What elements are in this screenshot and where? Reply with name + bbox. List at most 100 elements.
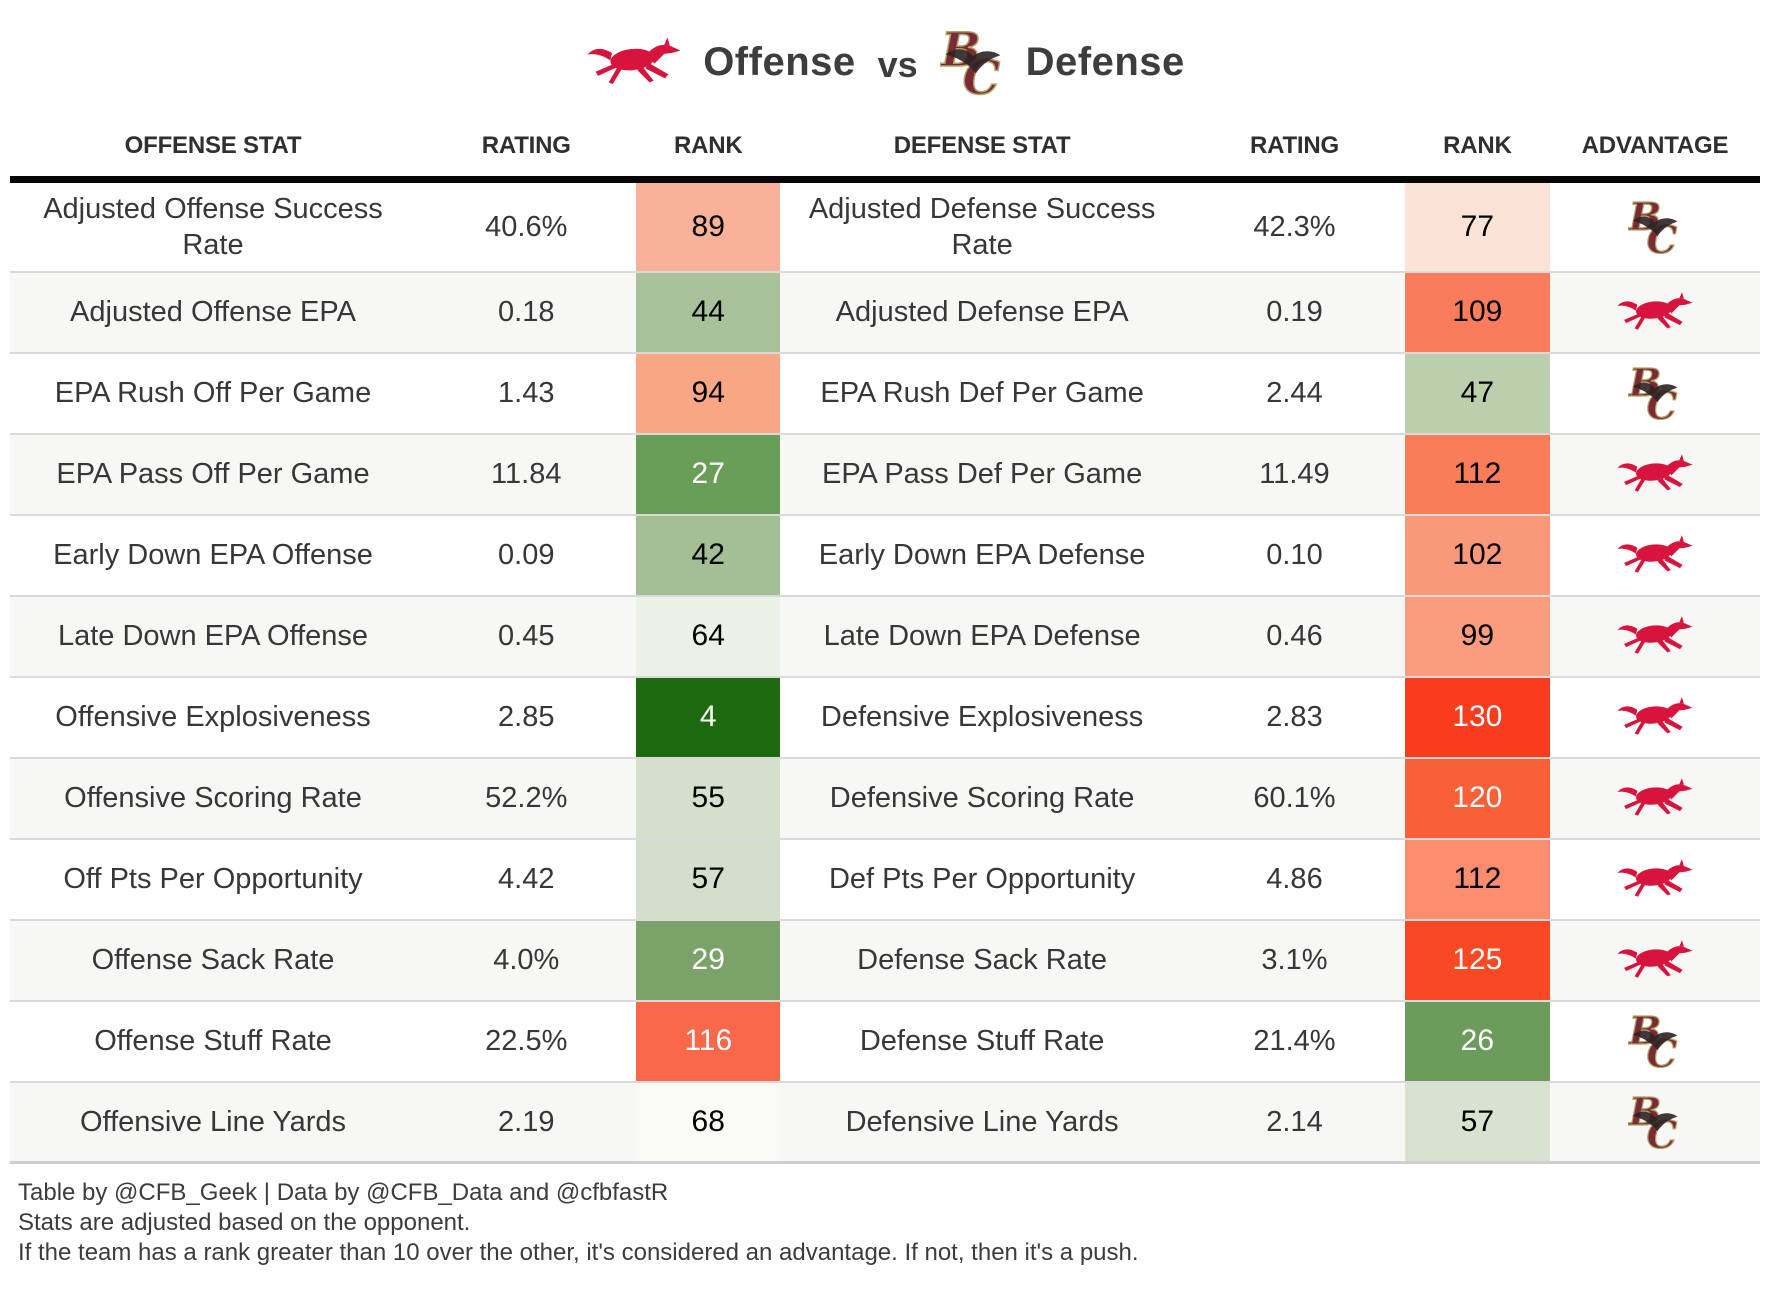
offense-stat-cell: Late Down EPA Offense xyxy=(10,594,416,677)
advantage-cell xyxy=(1549,999,1760,1082)
defense-rating-cell: 0.10 xyxy=(1184,513,1405,596)
offense-stat-cell: Offensive Line Yards xyxy=(10,1080,416,1164)
offense-rank-cell: 64 xyxy=(636,594,780,677)
advantage-cell xyxy=(1549,756,1760,839)
defense-rating-cell: 3.1% xyxy=(1184,918,1405,1001)
offense-rating-cell: 0.09 xyxy=(416,513,637,596)
defense-stat-cell: EPA Rush Def Per Game xyxy=(779,351,1185,434)
offense-stat-cell: Offensive Explosiveness xyxy=(10,675,416,758)
header-defense-rating: RATING xyxy=(1184,118,1405,183)
offense-rating-cell: 4.0% xyxy=(416,918,637,1001)
advantage-cell xyxy=(1549,351,1760,434)
smu-mustang-icon xyxy=(1614,937,1696,983)
defense-rank-cell: 109 xyxy=(1404,270,1550,353)
smu-mustang-icon xyxy=(585,33,683,91)
offense-rank-cell: 57 xyxy=(636,837,780,920)
offense-rank-cell: 94 xyxy=(636,351,780,434)
header-defense-rank: RANK xyxy=(1404,118,1550,183)
footnote-adjusted-note: Stats are adjusted based on the opponent… xyxy=(18,1209,471,1236)
advantage-cell xyxy=(1549,675,1760,758)
table-body: Adjusted Offense Success Rate 40.6% 89 Adju… xyxy=(10,179,1760,1164)
defense-rank-cell: 57 xyxy=(1404,1080,1550,1164)
smu-mustang-icon xyxy=(1614,856,1696,902)
offense-rating-cell: 52.2% xyxy=(416,756,637,839)
offense-rating-cell: 2.19 xyxy=(416,1080,637,1164)
advantage-cell xyxy=(1549,918,1760,1001)
table-header: OFFENSE STAT RATING RANK DEFENSE STAT RA… xyxy=(10,118,1760,183)
advantage-cell xyxy=(1549,432,1760,515)
defense-stat-cell: Def Pts Per Opportunity xyxy=(779,837,1185,920)
defense-rank-cell: 112 xyxy=(1404,432,1550,515)
offense-stat-cell: EPA Rush Off Per Game xyxy=(10,351,416,434)
defense-rating-cell: 2.14 xyxy=(1184,1080,1405,1164)
defense-stat-cell: Defensive Explosiveness xyxy=(779,675,1185,758)
header-defense-stat: DEFENSE STAT xyxy=(779,118,1185,183)
offense-stat-cell: Adjusted Offense EPA xyxy=(10,270,416,353)
offense-rating-cell: 40.6% xyxy=(485,210,568,243)
offense-rank-cell: 89 xyxy=(636,179,780,272)
defense-rating-cell: 2.83 xyxy=(1184,675,1405,758)
offense-stat-cell: Offense Stuff Rate xyxy=(10,999,416,1082)
smu-mustang-icon xyxy=(1614,532,1696,578)
table-row: Offense Sack Rate 4.0% 29 Defense Sack Rate… xyxy=(10,918,1760,1001)
defense-rating-cell: 42.3% xyxy=(1253,210,1336,243)
offense-rating-cell: 2.85 xyxy=(416,675,637,758)
advantage-cell xyxy=(1549,513,1760,596)
smu-mustang-icon xyxy=(1614,451,1696,497)
bc-eagle-icon xyxy=(1628,1091,1682,1153)
table-row: EPA Pass Off Per Game 11.84 27 EPA Pass Def… xyxy=(10,432,1760,515)
title-vs-label: vs xyxy=(877,44,918,85)
offense-rating-cell: 4.42 xyxy=(416,837,637,920)
title-offense-label: Offense xyxy=(703,39,856,84)
offense-stat-cell: EPA Pass Off Per Game xyxy=(10,432,416,515)
offense-rank-cell: 116 xyxy=(636,999,780,1082)
bc-eagle-icon xyxy=(1628,196,1682,258)
offense-rating-cell: 11.84 xyxy=(416,432,637,515)
header-offense-rank: RANK xyxy=(636,118,780,183)
defense-rating-cell: 21.4% xyxy=(1184,999,1405,1082)
offense-rating-cell: 0.45 xyxy=(416,594,637,677)
smu-mustang-icon xyxy=(1614,613,1696,659)
footnote-advantage-rule: If the team has a rank greater than 10 o… xyxy=(18,1239,1139,1266)
defense-rank-cell: 120 xyxy=(1404,756,1550,839)
table-row: Offense Stuff Rate 22.5% 116 Defense Stuff … xyxy=(10,999,1760,1082)
defense-rank-cell: 99 xyxy=(1404,594,1550,677)
defense-rank-cell: 125 xyxy=(1404,918,1550,1001)
bc-eagle-icon xyxy=(1628,1010,1682,1072)
advantage-cell xyxy=(1549,1080,1760,1164)
table-row: Late Down EPA Offense 0.45 64 Late Down EPA… xyxy=(10,594,1760,677)
header-advantage: ADVANTAGE xyxy=(1549,118,1760,183)
title: Offense vs Defense xyxy=(0,0,1770,118)
defense-rank-cell: 112 xyxy=(1404,837,1550,920)
defense-rank-cell: 130 xyxy=(1404,675,1550,758)
stats-table: OFFENSE STAT RATING RANK DEFENSE STAT RA… xyxy=(10,118,1760,1164)
advantage-cell xyxy=(1549,270,1760,353)
defense-stat-cell: Defense Stuff Rate xyxy=(779,999,1185,1082)
defense-rank-cell: 77 xyxy=(1404,179,1550,272)
table-row: EPA Rush Off Per Game 1.43 94 EPA Rush Def … xyxy=(10,351,1760,434)
defense-stat-cell: Defensive Line Yards xyxy=(779,1080,1185,1164)
footnote-credit: Table by @CFB_Geek | Data by @CFB_Data a… xyxy=(18,1179,669,1206)
table-row: Offensive Scoring Rate 52.2% 55 Defensive S… xyxy=(10,756,1760,839)
offense-rank-cell: 29 xyxy=(636,918,780,1001)
defense-rating-cell: 4.86 xyxy=(1184,837,1405,920)
bc-eagle-icon xyxy=(940,24,1006,100)
bc-eagle-icon xyxy=(1628,362,1682,424)
offense-stat-cell: Offensive Scoring Rate xyxy=(10,756,416,839)
advantage-cell xyxy=(1549,837,1760,920)
offense-stat-cell: Off Pts Per Opportunity xyxy=(10,837,416,920)
header-offense-stat: OFFENSE STAT xyxy=(10,118,416,183)
offense-rank-cell: 55 xyxy=(636,756,780,839)
table-row: Off Pts Per Opportunity 4.42 57 Def Pts Per… xyxy=(10,837,1760,920)
table-row: Adjusted Offense Success Rate 40.6% 89 Adju… xyxy=(10,179,1760,272)
defense-rating-cell: 2.44 xyxy=(1184,351,1405,434)
offense-rank-cell: 27 xyxy=(636,432,780,515)
offense-stat-cell: Adjusted Offense Success Rate xyxy=(43,192,383,261)
advantage-cell xyxy=(1550,180,1760,272)
title-defense-label: Defense xyxy=(1025,39,1185,84)
offense-rating-cell: 0.18 xyxy=(416,270,637,353)
defense-rating-cell: 0.19 xyxy=(1184,270,1405,353)
defense-stat-cell: Late Down EPA Defense xyxy=(779,594,1185,677)
defense-rating-cell: 0.46 xyxy=(1184,594,1405,677)
defense-stat-cell: Adjusted Defense EPA xyxy=(779,270,1185,353)
